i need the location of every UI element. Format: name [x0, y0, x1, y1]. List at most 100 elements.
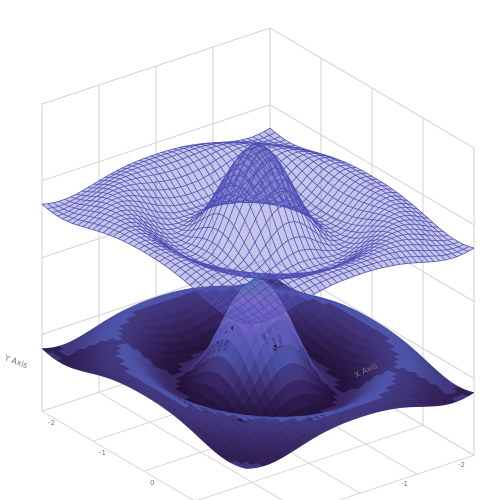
wireframe-facet — [399, 220, 410, 225]
wireframe-facet — [343, 186, 355, 197]
wireframe-facet — [322, 237, 334, 246]
wireframe-facet — [270, 167, 282, 181]
wireframe-facet — [182, 156, 194, 165]
wireframe-facet — [436, 240, 448, 246]
wireframe-facet — [238, 164, 249, 177]
wireframe-facet — [286, 180, 298, 197]
wireframe-facet — [298, 261, 309, 270]
wireframe-facet — [136, 226, 147, 232]
wireframe-facet — [418, 250, 429, 257]
wireframe-facet — [283, 204, 295, 223]
wireframe-facet — [347, 207, 359, 217]
wireframe-facet — [360, 265, 372, 273]
wireframe-facet — [264, 149, 276, 159]
wireframe-facet — [359, 187, 371, 195]
wireframe-facet — [375, 239, 386, 244]
wireframe-facet — [150, 243, 162, 247]
wireframe-facet — [396, 199, 408, 204]
wireframe-facet — [354, 184, 366, 193]
wireframe-facet — [416, 220, 427, 226]
wireframe-facet — [217, 233, 229, 251]
wireframe-facet — [174, 196, 186, 205]
wireframe-facet — [390, 199, 402, 204]
x-tick-label: -1 — [99, 449, 106, 457]
wireframe-facet — [127, 210, 138, 216]
wireframe-facet — [153, 232, 165, 241]
wireframe-facet — [197, 188, 209, 199]
wireframe-facet — [311, 185, 323, 197]
wireframe-facet — [169, 244, 180, 250]
wireframe-facet — [154, 166, 165, 174]
wireframe-facet — [116, 168, 127, 172]
wireframe-facet — [331, 210, 343, 220]
wireframe-facet — [164, 240, 175, 247]
wireframe-facet — [74, 204, 86, 210]
wireframe-facet — [336, 221, 347, 229]
wireframe-facet — [98, 226, 109, 233]
wireframe-facet — [390, 241, 402, 247]
wireframe-facet — [151, 204, 162, 213]
wireframe-facet — [147, 229, 159, 238]
wireframe-line — [218, 141, 424, 263]
wireframe-facet — [96, 197, 107, 203]
wireframe-facet — [98, 180, 110, 185]
wireframe-facet — [192, 180, 204, 192]
wireframe-facet — [102, 189, 114, 194]
wireframe-line — [155, 143, 361, 275]
wireframe-facet — [364, 190, 376, 197]
wireframe-facet — [306, 192, 317, 204]
wireframe-facet — [324, 157, 336, 161]
wireframe-facet — [378, 255, 390, 261]
wireframe-facet — [434, 255, 446, 261]
wireframe-facet — [192, 227, 203, 238]
wireframe-facet — [435, 245, 447, 251]
wireframe-facet — [294, 221, 306, 238]
wireframe-facet — [420, 229, 432, 236]
wireframe-facet — [408, 239, 419, 245]
wireframe-facet — [165, 251, 177, 256]
wireframe-facet — [168, 205, 180, 213]
wireframe-facet — [353, 248, 365, 255]
wireframe-facet — [404, 224, 415, 230]
wireframe-line — [53, 202, 258, 324]
wireframe-facet — [99, 208, 111, 215]
grid-line — [41, 410, 194, 500]
wireframe-facet — [144, 213, 156, 222]
wireframe-facet — [377, 260, 389, 268]
wireframe-facet — [317, 233, 328, 245]
wireframe-facet — [277, 225, 288, 245]
wireframe-facet — [266, 214, 278, 237]
wireframe-facet — [98, 220, 110, 227]
wireframe-facet — [132, 210, 144, 218]
wireframe-facet — [169, 188, 181, 198]
wireframe-facet — [158, 189, 169, 198]
wireframe-facet — [322, 182, 334, 194]
wireframe-facet — [321, 250, 333, 257]
wireframe-facet — [332, 190, 344, 201]
wireframe-facet — [341, 214, 353, 224]
wireframe-facet — [94, 212, 105, 219]
wireframe-facet — [234, 211, 245, 234]
wireframe-facet — [156, 205, 168, 213]
wireframe-facet — [134, 201, 145, 209]
wireframe-facet — [414, 229, 426, 235]
wireframe-facet — [270, 250, 282, 266]
wireframe-facet — [310, 238, 322, 251]
wireframe-facet — [126, 218, 137, 223]
wireframe-line — [133, 162, 338, 284]
wireframe-facet — [78, 215, 90, 221]
wireframe-facet — [209, 171, 221, 183]
wireframe-facet — [384, 253, 395, 260]
grid-line — [41, 104, 475, 226]
wireframe-facet — [371, 179, 383, 183]
wireframe-facet — [401, 250, 412, 257]
wireframe-facet — [143, 221, 154, 230]
wireframe-facet — [360, 231, 372, 238]
wireframe-facet — [184, 256, 196, 260]
wireframe-facet — [122, 200, 134, 206]
wireframe-facet — [352, 209, 364, 218]
wireframe-facet — [210, 160, 221, 171]
wireframe-facet — [320, 279, 332, 289]
wireframe-facet — [328, 176, 339, 187]
wireframe-facet — [425, 239, 436, 246]
